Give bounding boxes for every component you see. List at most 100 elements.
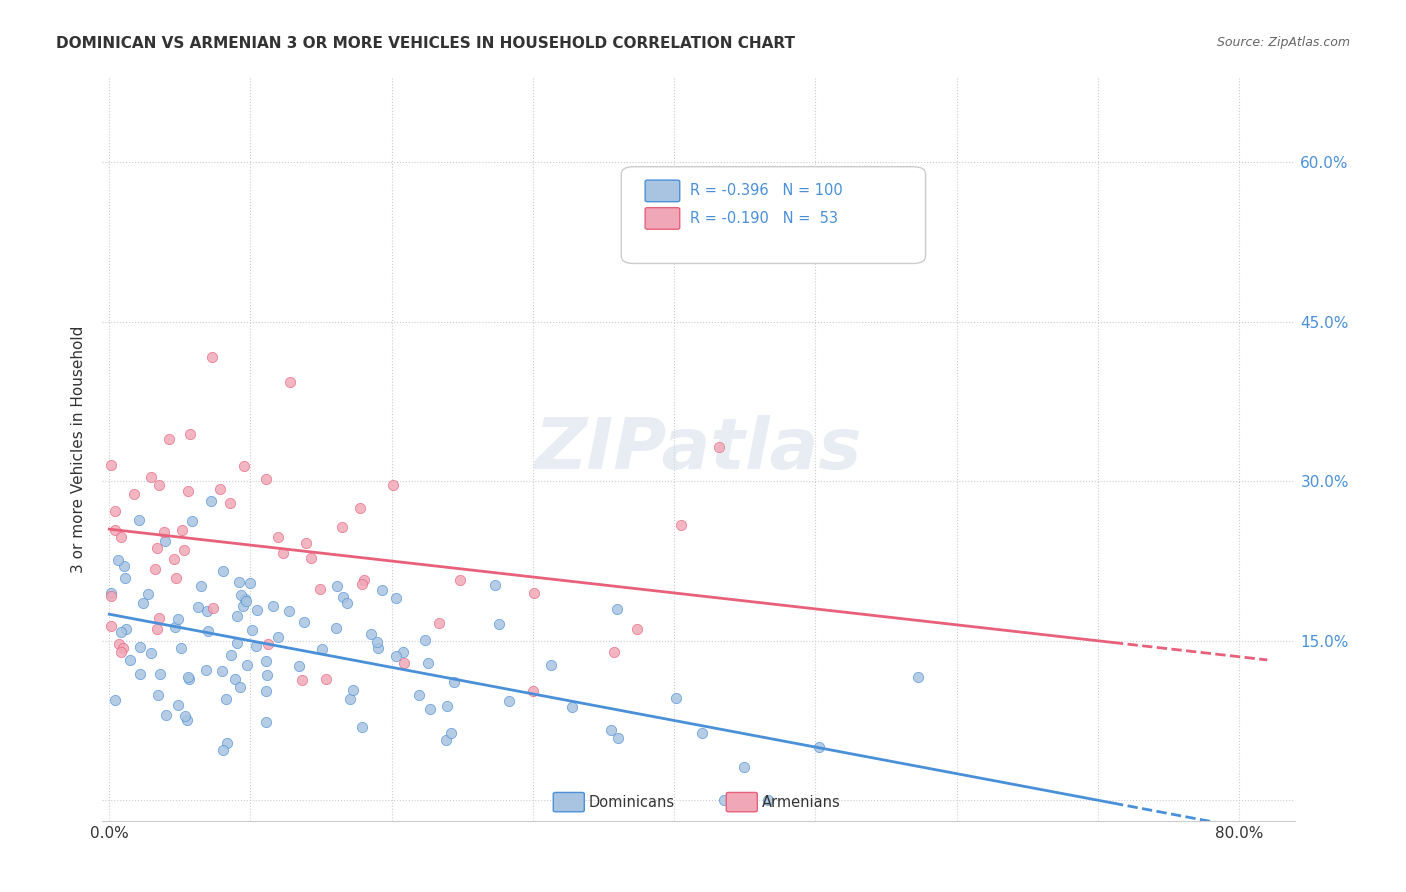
Point xyxy=(197,624,219,639)
Point xyxy=(143,562,166,576)
Point xyxy=(626,623,648,637)
Point xyxy=(149,667,172,681)
Point xyxy=(129,667,152,681)
Point xyxy=(104,504,127,518)
Point xyxy=(267,630,290,644)
Point xyxy=(108,637,131,651)
Point xyxy=(367,641,389,656)
Point xyxy=(443,675,465,690)
Point xyxy=(166,612,188,626)
Point xyxy=(146,622,169,636)
Point xyxy=(427,615,450,630)
Point xyxy=(309,582,332,596)
Point xyxy=(366,635,388,649)
Point xyxy=(229,588,252,602)
FancyBboxPatch shape xyxy=(645,180,679,202)
Point xyxy=(176,670,198,684)
Text: DOMINICAN VS ARMENIAN 3 OR MORE VEHICLES IN HOUSEHOLD CORRELATION CHART: DOMINICAN VS ARMENIAN 3 OR MORE VEHICLES… xyxy=(56,36,796,51)
Point xyxy=(177,484,200,499)
Point xyxy=(315,672,337,686)
Point xyxy=(434,733,457,747)
Point xyxy=(148,478,170,492)
Point xyxy=(232,599,254,614)
FancyBboxPatch shape xyxy=(727,792,758,812)
Point xyxy=(214,692,236,706)
Point xyxy=(170,524,193,538)
Point xyxy=(349,501,371,516)
Point xyxy=(607,731,630,745)
Text: Dominicans: Dominicans xyxy=(589,795,675,810)
Point xyxy=(408,689,430,703)
Point xyxy=(190,579,212,593)
Point xyxy=(100,619,122,633)
Point xyxy=(100,589,122,603)
Point xyxy=(291,673,314,688)
Point xyxy=(100,458,122,472)
Point xyxy=(239,576,262,591)
Point xyxy=(266,530,288,544)
Text: Source: ZipAtlas.com: Source: ZipAtlas.com xyxy=(1216,36,1350,49)
Point xyxy=(603,645,626,659)
Point xyxy=(176,713,198,727)
Point xyxy=(166,698,188,712)
Point xyxy=(146,689,169,703)
Point xyxy=(600,723,623,737)
Point xyxy=(177,672,200,686)
Point xyxy=(484,577,506,591)
Point xyxy=(707,440,730,454)
Point xyxy=(384,648,406,663)
Point xyxy=(488,616,510,631)
Point xyxy=(413,632,436,647)
Point xyxy=(392,645,415,659)
Point xyxy=(232,459,254,474)
Point xyxy=(311,642,333,657)
Point xyxy=(353,573,375,587)
Point xyxy=(382,478,405,492)
Point xyxy=(360,627,382,641)
Point xyxy=(211,564,233,578)
Point xyxy=(325,621,347,635)
FancyBboxPatch shape xyxy=(621,167,925,263)
Point xyxy=(195,604,218,618)
Point xyxy=(225,609,247,624)
Text: R = -0.396   N = 100: R = -0.396 N = 100 xyxy=(690,183,844,198)
Point xyxy=(449,573,471,587)
Point xyxy=(498,694,520,708)
Point xyxy=(240,624,263,638)
Point xyxy=(111,640,134,655)
Point xyxy=(254,684,277,698)
Point xyxy=(112,559,135,574)
Point xyxy=(907,670,929,684)
Point xyxy=(257,637,280,651)
Point xyxy=(288,659,311,673)
Point xyxy=(342,683,364,698)
Point xyxy=(155,707,177,722)
Point xyxy=(201,351,224,365)
Point xyxy=(245,639,267,653)
Point xyxy=(540,657,562,672)
Point xyxy=(146,541,169,555)
Point xyxy=(370,582,392,597)
Point xyxy=(139,469,162,483)
Point xyxy=(181,514,204,528)
Point xyxy=(132,596,155,610)
Point xyxy=(271,545,294,559)
Point xyxy=(173,542,195,557)
Point xyxy=(128,512,150,526)
FancyBboxPatch shape xyxy=(553,792,585,812)
Point xyxy=(245,603,267,617)
Point xyxy=(690,726,713,740)
Point xyxy=(157,432,180,446)
Point xyxy=(256,472,278,486)
Point xyxy=(418,656,440,670)
Point xyxy=(385,591,408,605)
Point xyxy=(606,602,628,616)
Point xyxy=(114,571,136,585)
Point xyxy=(235,658,257,673)
Point xyxy=(713,793,735,807)
Point xyxy=(179,426,201,441)
Point xyxy=(153,534,176,549)
Point xyxy=(200,494,222,508)
Point xyxy=(669,518,692,533)
Point xyxy=(110,530,132,544)
